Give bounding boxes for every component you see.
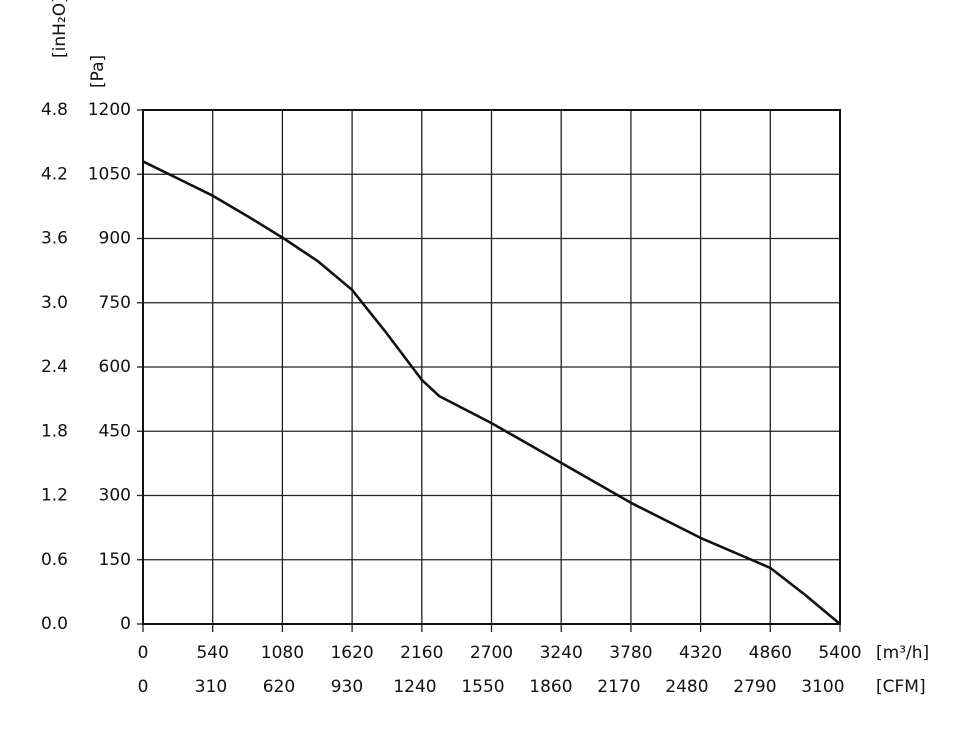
y-tick-label: 900 [99,229,131,249]
x2-tick-label: 2790 [733,677,776,697]
y-tick-label: 0 [120,614,131,634]
x-tick-label: 2160 [400,643,443,663]
x-tick-label: 3240 [540,643,583,663]
y-axis-label: [Pa] [88,55,108,88]
curve [142,160,841,625]
y2-axis-label: [inH₂O] [50,0,70,58]
y2-tick-label: 2.4 [41,357,68,377]
x-tick-label: 4860 [749,643,792,663]
y-tick-label: 1200 [88,100,131,120]
y2-tick-label: 1.8 [41,421,68,441]
x-tick-label: 4320 [679,643,722,663]
x2-axis-label: [CFM] [876,677,926,697]
x-tick-label: 3780 [609,643,652,663]
y-tick-label: 750 [99,293,131,313]
y2-tick-label: 4.2 [41,164,68,184]
y-tick-label: 300 [99,486,131,506]
x-tick-label: 5400 [818,643,861,663]
plot-frame [142,109,841,625]
x2-tick-label: 3100 [801,677,844,697]
x2-tick-label: 930 [331,677,363,697]
x-tick-label: 2700 [470,643,513,663]
y-tick-label: 600 [99,357,131,377]
y-tick-label: 150 [99,550,131,570]
y2-tick-label: 0.0 [41,614,68,634]
x2-tick-label: 1550 [461,677,504,697]
y-tick-label: 450 [99,421,131,441]
x2-tick-label: 2170 [597,677,640,697]
y2-tick-label: 3.0 [41,293,68,313]
x2-tick-label: 2480 [665,677,708,697]
x2-tick-label: 1860 [529,677,572,697]
y2-tick-label: 0.6 [41,550,68,570]
x2-tick-label: 620 [263,677,295,697]
y2-tick-label: 3.6 [41,229,68,249]
x-tick-label: 540 [196,643,228,663]
x2-tick-label: 310 [195,677,227,697]
x2-tick-label: 1240 [393,677,436,697]
x-tick-label: 0 [138,643,149,663]
y-tick-label: 1050 [88,164,131,184]
x-tick-label: 1620 [330,643,373,663]
y2-tick-label: 4.8 [41,100,68,120]
x-axis-label: [m³/h] [876,643,929,663]
y2-tick-label: 1.2 [41,486,68,506]
x2-tick-label: 0 [138,677,149,697]
x-tick-label: 1080 [261,643,304,663]
